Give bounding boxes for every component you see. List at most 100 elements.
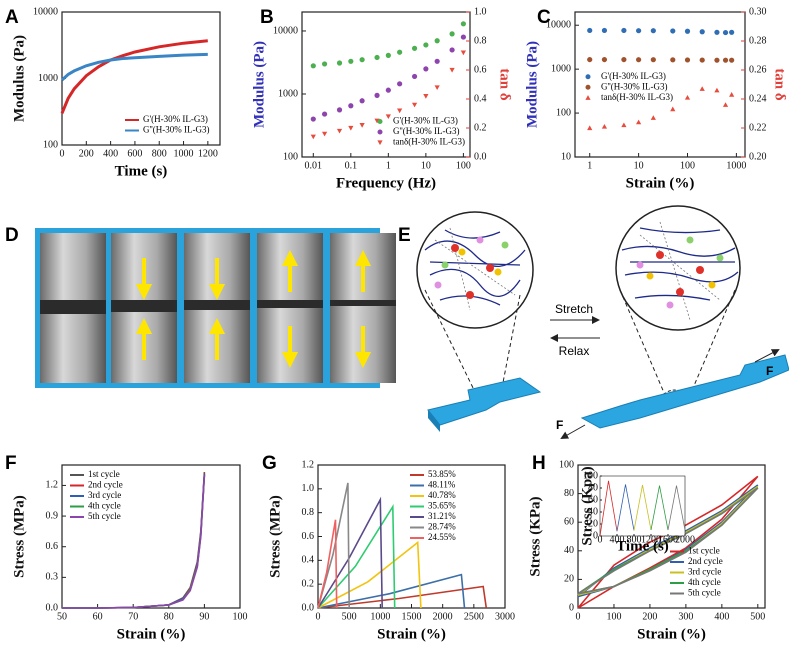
legend-label: 24.55% [428, 532, 456, 542]
marker [385, 87, 391, 93]
marker [621, 27, 627, 34]
x-tick-label: 500 [342, 611, 357, 622]
marker [714, 29, 720, 35]
y-tick-label: 40 [588, 506, 598, 517]
y2-tick-label: 0.28 [749, 35, 767, 46]
x-axis-title: Strain (%) [377, 626, 446, 642]
panel-letter: A [5, 7, 19, 28]
marker [449, 31, 455, 37]
y2-tick-label: 0.22 [749, 122, 767, 133]
x-tick-label: 2000 [433, 611, 453, 622]
marker [310, 134, 316, 140]
plot-frame [574, 11, 746, 158]
y-tick-label: 10 [561, 151, 571, 162]
y-tick-label: 0.2 [302, 578, 315, 589]
panel-letter: C [537, 7, 551, 28]
x-tick-label: 50 [57, 611, 67, 622]
marker [670, 28, 676, 34]
marker [348, 58, 354, 64]
clamp-gap [111, 300, 177, 312]
marker [670, 57, 676, 63]
y-axis-title: Modulus (Pa) [11, 35, 27, 122]
network-diagram [416, 205, 789, 439]
marker [321, 111, 328, 117]
legend-label: 31.21% [428, 511, 456, 521]
x-tick-label: 1200 [641, 534, 661, 545]
marker [699, 86, 705, 91]
marker [348, 103, 354, 109]
marker [587, 56, 593, 63]
marker [650, 28, 656, 34]
y-tick-label: 0.4 [302, 555, 315, 566]
x-tick-label: 200 [79, 148, 94, 159]
y-tick-label: 60 [588, 494, 598, 505]
x-tick-label: 2000 [675, 534, 695, 545]
clamp-gap [184, 300, 250, 310]
x-tick-label: 400 [610, 534, 625, 545]
marker [650, 57, 656, 63]
y-tick-label: 0.6 [302, 531, 315, 542]
series-line [317, 482, 350, 609]
y-tick-label: 0.3 [46, 572, 59, 583]
series-line [633, 484, 652, 531]
y2-tick-label: 0.6 [474, 64, 487, 75]
legend-label: 2nd cycle [688, 556, 723, 566]
marker [722, 57, 729, 63]
x-tick-label: 60 [93, 611, 103, 622]
y-axis-title: Modulus (Pa) [524, 41, 540, 128]
marker [423, 66, 429, 72]
panel-letter: D [5, 225, 19, 246]
marker [449, 67, 455, 73]
y-tick-label: 0 [593, 530, 598, 541]
marker [359, 57, 365, 63]
series-line [667, 485, 686, 531]
series-line [599, 480, 618, 537]
x-tick-label: 0 [316, 611, 321, 622]
marker [397, 49, 403, 55]
marker [385, 114, 391, 119]
y-tick-label: 100 [559, 459, 574, 470]
legend-label: 4th cycle [688, 577, 721, 587]
marker [434, 58, 440, 64]
legend-label: G'(H-30% IL-G3) [601, 71, 666, 81]
x-tick-label: 2500 [464, 611, 484, 622]
y-axis-title: Modulus (Pa) [251, 41, 267, 128]
marker [699, 29, 705, 35]
x-axis-title: Strain (%) [637, 626, 706, 642]
marker [310, 116, 316, 122]
marker [601, 27, 608, 34]
marker [636, 28, 642, 34]
series-line [577, 475, 759, 609]
photo [330, 233, 396, 383]
marker [460, 50, 466, 56]
marker [434, 85, 440, 90]
marker [722, 29, 729, 36]
series-line [616, 484, 635, 532]
y2-tick-label: 0.8 [474, 35, 487, 46]
marker [359, 98, 365, 104]
y-axis-title: Stress (KPa) [527, 496, 543, 576]
marker [411, 45, 418, 51]
y-tick-label: 20 [564, 574, 574, 585]
x-tick-label: 1500 [402, 611, 422, 622]
y-tick-label: 0.8 [302, 507, 315, 518]
y2-axis-title: tan δ [497, 68, 513, 101]
legend-label: 5th cycle [88, 511, 121, 521]
series-line [60, 39, 208, 114]
marker [411, 102, 418, 108]
y-axis-title: Stress (Kpa) [579, 466, 595, 545]
y-tick-label: 1.2 [302, 459, 315, 470]
y-tick-label: 0 [569, 602, 574, 613]
marker [397, 108, 403, 114]
y-tick-label: 1.0 [302, 483, 315, 494]
marker [348, 125, 354, 131]
marker [423, 42, 429, 48]
legend-label: G''(H-30% IL-G3) [393, 126, 459, 136]
x-tick-label: 80 [164, 611, 174, 622]
marker [684, 28, 691, 34]
y2-tick-label: 0.20 [749, 151, 767, 162]
legend-label: 48.11% [428, 480, 456, 490]
series-line [60, 52, 208, 82]
y-tick-label: 10000 [33, 6, 58, 17]
legend-label: 3rd cycle [88, 490, 121, 500]
